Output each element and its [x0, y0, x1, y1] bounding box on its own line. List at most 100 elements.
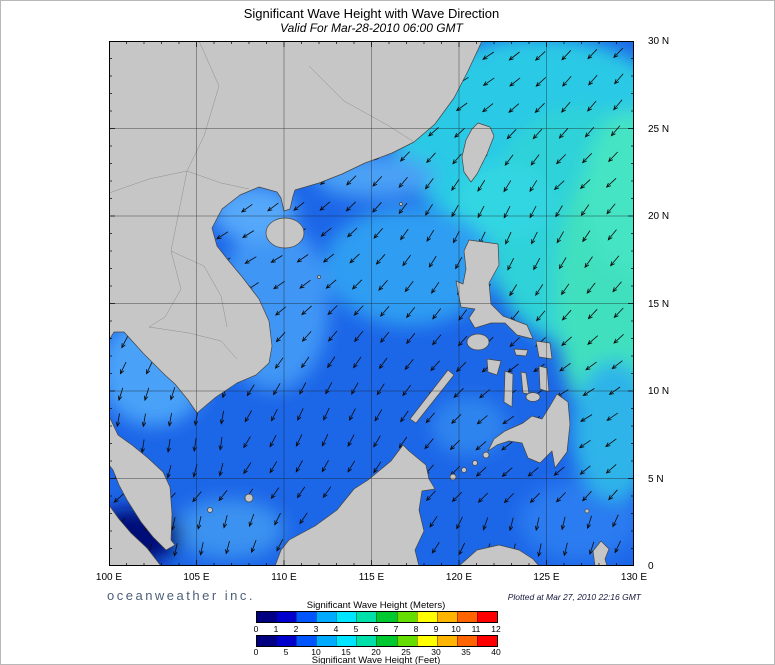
- wave-direction-arrow: [216, 231, 229, 240]
- wave-direction-arrow: [325, 382, 333, 395]
- colorbar-tick-label: 20: [371, 647, 381, 657]
- wave-direction-arrow: [563, 542, 568, 557]
- wave-direction-arrow: [587, 308, 598, 320]
- colorbar-segment: [257, 636, 277, 646]
- colorbar-tick-label: 15: [341, 647, 351, 657]
- wave-direction-arrow: [274, 513, 281, 526]
- wave-direction-arrow: [244, 256, 257, 264]
- wave-direction-arrow: [269, 435, 277, 448]
- wave-direction-arrow: [555, 492, 566, 503]
- land-mindanao: [487, 393, 571, 469]
- wave-direction-arrow: [608, 151, 618, 163]
- wave-direction-arrow: [322, 253, 335, 263]
- lat-label: 0: [648, 561, 654, 572]
- land-pratas: [399, 202, 403, 206]
- wave-direction-arrow: [508, 517, 514, 532]
- colorbar-segment: [276, 612, 297, 622]
- wave-direction-arrow: [327, 356, 336, 369]
- land-sulu-1: [482, 451, 490, 459]
- land-halmahera: [592, 540, 610, 566]
- colorbar-segment: [296, 612, 317, 622]
- colorbar-tick-label: 5: [283, 647, 289, 657]
- plotted-timestamp: Plotted at Mar 27, 2010 22:16 GMT: [507, 592, 641, 602]
- wave-direction-arrow: [558, 257, 567, 270]
- colorbar-segment: [336, 636, 357, 646]
- wave-direction-arrow: [271, 409, 278, 422]
- wave-direction-arrow: [454, 128, 465, 138]
- colorbar-segment: [476, 636, 497, 646]
- wave-direction-arrow: [535, 310, 546, 322]
- wave-direction-arrow: [113, 493, 125, 503]
- wave-direction-arrow: [270, 255, 283, 263]
- wave-direction-arrow: [380, 331, 390, 343]
- wave-direction-arrow: [530, 154, 540, 166]
- wave-direction-arrow: [354, 331, 364, 343]
- wave-direction-arrow: [275, 331, 286, 343]
- wave-direction-arrow: [503, 180, 512, 193]
- wave-direction-arrow: [556, 231, 564, 244]
- wave-direction-arrow: [319, 201, 331, 211]
- land-palawan: [409, 369, 455, 424]
- wave-direction-arrow: [561, 101, 571, 113]
- land-leyte: [538, 365, 550, 393]
- wave-direction-arrow: [535, 284, 544, 297]
- colorbar-segment: [276, 636, 297, 646]
- wave-direction-arrow: [424, 438, 434, 450]
- colorbar-tick-label: 25: [401, 647, 411, 657]
- wave-direction-arrow: [243, 436, 251, 449]
- wave-direction-arrow: [372, 176, 383, 187]
- lat-label: 15 N: [648, 298, 670, 310]
- wave-direction-arrow: [584, 256, 593, 269]
- wave-direction-arrow: [553, 180, 565, 191]
- lon-label: 115 E: [358, 572, 385, 583]
- wave-direction-arrow: [614, 540, 621, 554]
- wave-direction-arrow: [613, 47, 624, 59]
- map-frame: [109, 41, 634, 566]
- feet-colorbar-title: Significant Wave Height (Feet): [311, 655, 441, 665]
- wave-direction-arrow: [475, 441, 487, 451]
- colorbar-tick-label: 12: [491, 624, 501, 634]
- land-taiwan: [461, 122, 495, 183]
- wave-direction-arrow: [587, 335, 598, 345]
- wave-direction-arrow: [192, 491, 202, 503]
- meters-colorbar: [256, 611, 498, 623]
- land-panay: [486, 358, 502, 376]
- wave-direction-arrow: [582, 230, 591, 243]
- wave-direction-arrow: [425, 490, 436, 502]
- wave-direction-arrow: [529, 492, 540, 504]
- wave-direction-arrow: [534, 517, 540, 532]
- land-negros: [503, 370, 514, 408]
- colorbar-segment: [296, 636, 317, 646]
- wave-direction-arrow: [580, 204, 590, 217]
- wave-direction-arrow: [347, 434, 355, 447]
- wave-direction-arrow: [199, 542, 204, 556]
- wave-direction-arrow: [301, 305, 312, 316]
- wave-direction-arrow: [429, 515, 438, 528]
- wave-direction-arrow: [559, 362, 571, 372]
- wave-direction-arrow: [250, 539, 257, 554]
- land-sulu-3: [461, 467, 467, 473]
- wave-direction-arrow: [531, 231, 538, 245]
- wave-direction-arrow: [537, 543, 542, 558]
- wave-direction-arrow: [140, 439, 145, 454]
- lon-label: 125 E: [533, 572, 560, 583]
- wave-direction-arrow: [243, 462, 252, 475]
- wave-direction-arrow: [608, 386, 621, 395]
- country-borders-layer: [109, 41, 415, 360]
- wave-direction-arrow: [614, 73, 624, 85]
- wave-direction-arrow: [452, 230, 460, 244]
- wave-direction-arrow: [589, 541, 595, 556]
- wave-direction-arrow: [276, 539, 284, 552]
- colorbar-segment: [336, 612, 357, 622]
- wave-direction-arrow: [477, 492, 488, 503]
- wave-direction-arrow: [196, 516, 202, 530]
- colorbar-segment: [416, 612, 437, 622]
- wave-direction-arrow: [374, 409, 383, 422]
- wave-direction-arrow: [399, 151, 410, 162]
- wave-direction-arrow: [322, 486, 332, 499]
- wave-direction-arrow: [533, 257, 541, 271]
- wave-direction-arrow: [296, 254, 309, 263]
- wave-direction-arrow: [509, 284, 518, 297]
- wave-direction-arrow: [345, 201, 356, 212]
